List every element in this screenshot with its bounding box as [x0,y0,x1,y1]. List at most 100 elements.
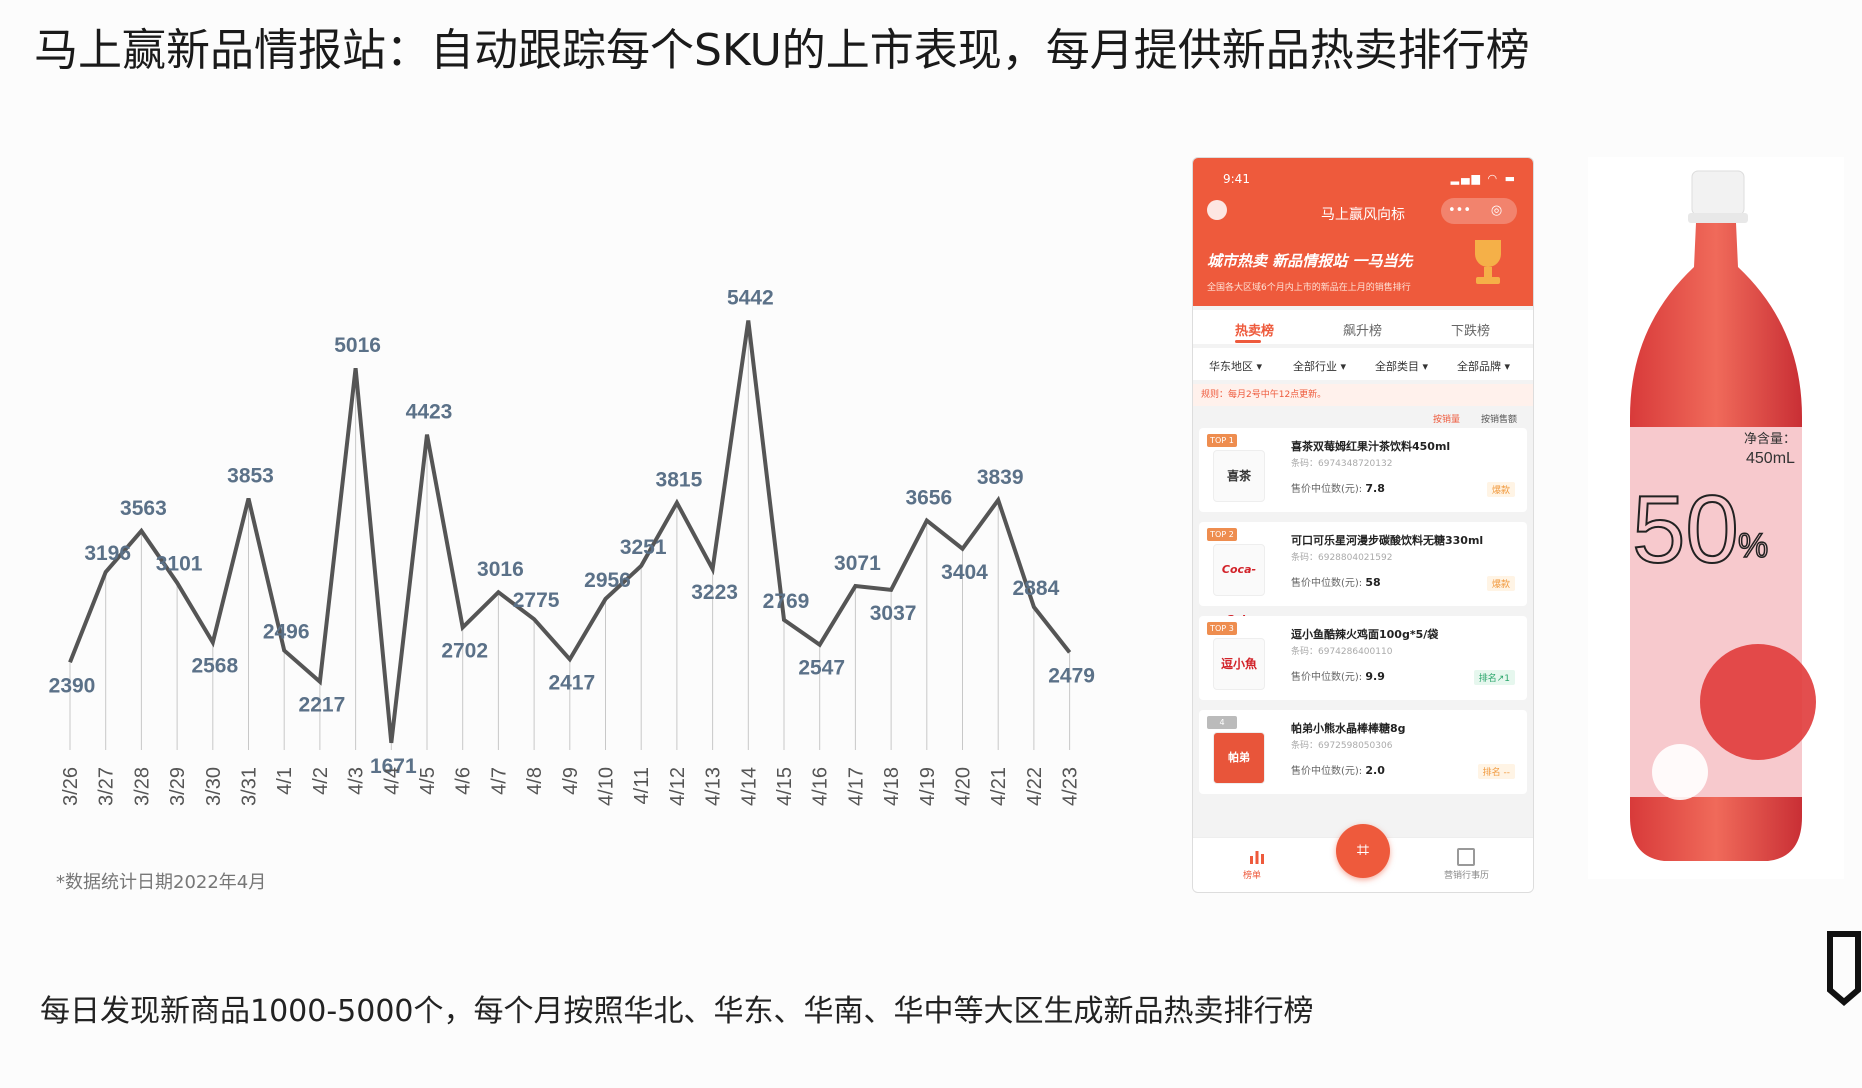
tab-rising[interactable]: 飙升榜 [1343,324,1383,339]
data-label: 3101 [156,553,203,576]
x-tick-label: 4/22 [1024,767,1046,806]
data-label: 3016 [477,558,524,581]
x-tick-label: 3/29 [167,767,189,806]
data-label: 3853 [227,464,274,487]
product-price: 售价中位数(元): 58 [1291,576,1381,589]
data-label: 2479 [1048,664,1095,687]
rank-badge: 4 [1207,716,1237,729]
line-chart-svg: 2390 3/26 3196 3/27 3563 3/28 3101 3/29 2568 3/30… [49,286,1095,806]
list-item[interactable]: TOP 2 Coca-Cola 可口可乐星河漫步碳酸饮料无糖330ml 条码：6… [1199,522,1527,626]
data-label: 3563 [120,497,167,520]
x-tick-label: 4/8 [524,767,546,795]
data-label: 3196 [84,542,131,565]
list-item[interactable]: TOP 1 喜茶 喜茶双莓姆红果汁茶饮料450ml 条码：69743487201… [1199,428,1527,512]
filter-region[interactable]: 华东地区 ▾ [1209,360,1263,373]
x-tick-label: 4/1 [274,767,296,795]
x-tick-label: 4/16 [810,767,832,806]
active-tab-indicator [1235,340,1261,343]
x-tick-label: 4/12 [667,767,689,806]
product-tag: 爆款 [1486,482,1515,497]
data-label: 2417 [548,671,595,694]
trophy-icon [1475,240,1501,284]
data-label: 3839 [977,466,1024,489]
calendar-icon[interactable] [1457,848,1475,866]
x-tick-label: 3/27 [96,767,118,806]
x-tick-label: 4/17 [845,767,867,806]
data-label: 2775 [513,589,560,612]
x-tick-label: 3/26 [60,767,82,806]
banner-subtitle: 全国各大区域6个月内上市的新品在上月的销售排行 [1207,283,1411,293]
filter-category[interactable]: 全部类目 ▾ [1375,360,1429,373]
x-tick-label: 4/2 [310,767,332,795]
tab-hot[interactable]: 热卖榜 [1235,324,1275,339]
close-icon[interactable]: ◎ [1490,203,1503,218]
x-tick-label: 4/21 [988,767,1010,806]
data-label: 2769 [763,590,810,613]
rank-badge: TOP 2 [1207,528,1237,541]
status-time: 9:41 [1223,172,1250,186]
brand-logo-icon [1827,931,1861,1006]
x-tick-label: 4/4 [381,767,403,795]
data-label: 2568 [191,654,238,677]
product-thumbnail: 逗小魚 [1213,638,1265,690]
tab-marketing-calendar[interactable]: 营销行事历 [1443,871,1489,881]
sort-by-sales[interactable]: 按销售额 [1481,415,1518,425]
x-tick-label: 4/15 [774,767,796,806]
x-tick-label: 3/28 [131,767,153,806]
x-tick-label: 4/9 [560,767,582,795]
data-label: 3251 [620,536,667,559]
data-label: 3815 [656,469,703,492]
page-title: 马上赢新品情报站：自动跟踪每个SKU的上市表现，每月提供新品热卖排行榜 [34,25,1530,76]
list-item[interactable]: TOP 3 逗小魚 逗小鱼酷辣火鸡面100g*5/袋 条码：6974286400… [1199,616,1527,700]
product-tag: 爆款 [1486,576,1515,591]
filter-brand[interactable]: 全部品牌 ▾ [1457,360,1511,373]
product-barcode: 条码：6974348720132 [1291,459,1393,469]
x-tick-label: 4/19 [917,767,939,806]
product-barcode: 条码：6972598050306 [1291,741,1393,751]
x-tick-label: 3/31 [239,767,261,806]
data-label: 3223 [691,581,738,604]
sort-by-volume[interactable]: 按销量 [1433,415,1461,425]
data-label: 2884 [1013,577,1060,600]
x-tick-label: 4/6 [453,767,475,795]
x-tick-label: 4/7 [488,767,510,795]
phone-screenshot: 9:41 ▂▄▆ ◠ ▬ 马上赢风向标 ••• ◎ 城市热卖 新品情报站 一马当先… [1192,157,1534,893]
bottle-volume: 450mL [1746,450,1795,467]
filter-bar: 华东地区 ▾ 全部行业 ▾ 全部类目 ▾ 全部品牌 ▾ [1193,348,1533,380]
bottle-big-number: 50 [1632,476,1739,583]
data-label: 2956 [584,569,631,592]
summary-text: 每日发现新商品1000-5000个，每个月按照华北、华东、华南、华中等大区生成新… [40,994,1314,1029]
data-label: 2547 [798,657,845,680]
product-name: 可口可乐星河漫步碳酸饮料无糖330ml [1291,534,1484,547]
more-icon[interactable]: ••• [1447,203,1471,218]
x-tick-label: 4/23 [1060,767,1082,806]
bottle-illustration: 50 % 净含量： 450mL [1630,170,1816,861]
x-tick-label: 4/5 [417,767,439,795]
data-label: 3071 [834,552,881,575]
bar-chart-icon[interactable] [1248,848,1266,866]
product-name: 逗小鱼酷辣火鸡面100g*5/袋 [1291,628,1439,641]
status-signal-icon: ▂▄▆ ◠ ▬ [1450,172,1517,185]
filter-industry[interactable]: 全部行业 ▾ [1293,360,1347,373]
bottle-percent: % [1738,527,1768,565]
list-item[interactable]: 4 帕弟 帕弟小熊水晶棒棒糖8g 条码：6972598050306 售价中位数(… [1199,710,1527,794]
bottom-tab-bar: 榜单 ⌗ 营销行事历 [1193,824,1533,892]
data-label: 4423 [406,401,453,424]
data-label: 3037 [870,602,917,625]
product-tag: 排名↗1 [1473,670,1515,685]
tab-ranking[interactable]: 榜单 [1243,871,1262,881]
product-name: 喜茶双莓姆红果汁茶饮料450ml [1291,440,1451,453]
ranking-tabs: 热卖榜 飙升榜 下跌榜 [1193,310,1533,344]
mini-program-capsule[interactable]: ••• ◎ [1441,198,1517,224]
data-label: 3404 [941,561,988,584]
tab-falling[interactable]: 下跌榜 [1451,324,1491,339]
data-label: 2496 [263,620,310,643]
product-thumbnail: Coca-Cola [1213,544,1265,626]
x-tick-label: 4/20 [953,767,975,806]
user-icon[interactable] [1207,200,1227,220]
x-tick-label: 4/11 [631,767,653,804]
product-price: 售价中位数(元): 9.9 [1291,670,1385,683]
product-name: 帕弟小熊水晶棒棒糖8g [1291,722,1406,735]
scan-button[interactable]: ⌗ [1336,824,1390,878]
series-line [68,320,1072,744]
